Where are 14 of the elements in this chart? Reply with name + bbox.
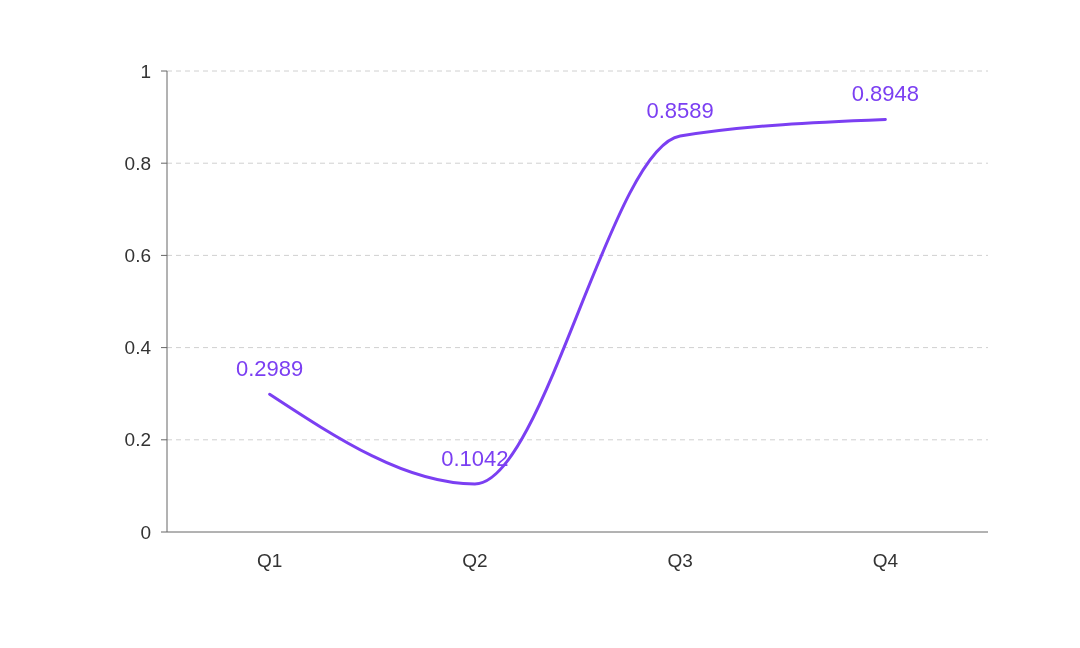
y-tick-label: 0.6 (124, 245, 151, 267)
data-label: 0.8948 (851, 81, 920, 107)
y-tick-label: 0.8 (124, 152, 151, 174)
x-tick-label: Q4 (872, 550, 899, 571)
y-tick-label: 1 (140, 60, 151, 82)
y-tick-label: 0 (140, 521, 151, 543)
data-label: 0.2989 (235, 356, 304, 382)
y-tick-label: 0.4 (124, 337, 152, 359)
x-tick-label: Q2 (462, 550, 488, 571)
x-tick-label: Q3 (667, 550, 693, 571)
data-label: 0.1042 (441, 445, 509, 471)
y-tick-label: 0.2 (124, 429, 151, 451)
x-tick-label: Q1 (256, 550, 283, 571)
data-label: 0.8589 (646, 98, 714, 124)
